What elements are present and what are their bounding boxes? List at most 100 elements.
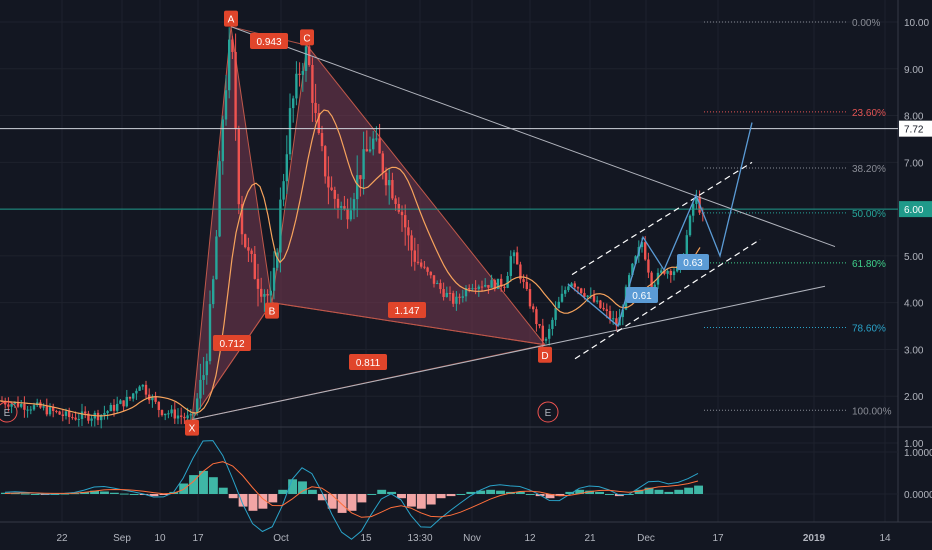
price-tag-1: 6.00 bbox=[904, 205, 924, 216]
macd-hist-bar bbox=[634, 489, 644, 494]
candle-body bbox=[87, 413, 90, 421]
macd-hist-bar bbox=[60, 493, 70, 495]
candle-body bbox=[196, 398, 199, 413]
macd-hist-bar bbox=[90, 490, 100, 494]
candle-body bbox=[464, 288, 468, 297]
candle-body bbox=[144, 384, 148, 395]
candle-body bbox=[503, 286, 506, 288]
candle-body bbox=[333, 189, 336, 199]
fib-label-4: 61.80% bbox=[852, 259, 886, 270]
point-label-b-box bbox=[265, 302, 279, 319]
candle-body bbox=[231, 39, 234, 52]
ratio-label-2: 1.147 bbox=[394, 306, 419, 317]
point-label-d-box bbox=[538, 346, 552, 363]
point-label-d: D bbox=[541, 351, 548, 362]
candle-body bbox=[506, 275, 509, 288]
candle-body bbox=[189, 414, 192, 416]
candle-body bbox=[372, 138, 375, 150]
candle-body bbox=[336, 198, 340, 208]
macd-hist-bar bbox=[347, 494, 357, 511]
candle-body bbox=[167, 413, 170, 415]
macd-hist-bar bbox=[20, 493, 30, 495]
macd-hist-bar bbox=[397, 494, 406, 499]
candle-body bbox=[484, 285, 487, 287]
candle-body bbox=[420, 262, 423, 267]
event-marker-0 bbox=[0, 401, 18, 423]
x-tick-5: 15 bbox=[360, 533, 372, 544]
x-tick-1: Sep bbox=[113, 533, 131, 544]
candle-body bbox=[180, 415, 183, 417]
ratio-label-2-box bbox=[388, 302, 426, 318]
candle-body bbox=[452, 293, 455, 304]
macd-hist-bar bbox=[268, 494, 278, 503]
candle-body bbox=[413, 250, 416, 262]
point-label-a: A bbox=[228, 15, 235, 26]
fib-label-3: 50.00% bbox=[852, 209, 886, 220]
candle-body bbox=[202, 375, 205, 380]
candle-body bbox=[288, 108, 292, 155]
macd-hist-bar bbox=[327, 494, 337, 509]
macd-hist-bar bbox=[525, 494, 535, 495]
candle-body bbox=[692, 203, 695, 216]
macd-hist-bar bbox=[288, 479, 298, 494]
candle-body bbox=[320, 133, 324, 147]
candle-body bbox=[349, 210, 352, 220]
price-tag-box-0 bbox=[899, 120, 932, 137]
candle-body bbox=[199, 379, 202, 399]
candle-body bbox=[468, 288, 471, 290]
candle-body bbox=[4, 401, 7, 405]
candle-body bbox=[432, 275, 436, 284]
candle-body bbox=[311, 65, 314, 103]
candle-body bbox=[80, 411, 84, 419]
candle-body bbox=[282, 181, 285, 200]
event-marker-text-0: E bbox=[4, 408, 11, 419]
macd-hist-bar bbox=[298, 481, 307, 494]
candle-body bbox=[429, 271, 432, 276]
candle-body bbox=[477, 286, 480, 290]
candle-body bbox=[352, 199, 356, 211]
candle-body bbox=[327, 176, 330, 188]
candle-body bbox=[173, 409, 176, 419]
candle-body bbox=[640, 242, 644, 248]
candle-body bbox=[672, 271, 676, 276]
candle-body bbox=[266, 293, 269, 296]
candle-body bbox=[573, 283, 576, 288]
fib-label-5: 78.60% bbox=[852, 323, 886, 334]
candle-body bbox=[455, 296, 458, 304]
macd-hist-bar bbox=[337, 494, 347, 513]
candle-body bbox=[634, 256, 637, 264]
signal-line bbox=[4, 461, 699, 518]
macd-hist-bar bbox=[515, 491, 525, 494]
candle-body bbox=[586, 295, 589, 297]
candle-body bbox=[45, 406, 48, 415]
macd-hist-bar bbox=[228, 494, 238, 499]
candle-body bbox=[272, 267, 276, 291]
candle-body bbox=[647, 259, 650, 273]
candle-body bbox=[228, 39, 231, 91]
candle-body bbox=[224, 90, 228, 120]
x-tick-2: 10 bbox=[154, 533, 166, 544]
candle-body bbox=[218, 161, 221, 237]
candle-body bbox=[400, 211, 404, 216]
candle-body bbox=[381, 153, 384, 173]
candle-body bbox=[260, 288, 263, 297]
candle-body bbox=[100, 414, 103, 421]
candlesticks bbox=[0, 27, 704, 429]
macd-hist-bar bbox=[585, 490, 595, 494]
candle-body bbox=[103, 412, 106, 415]
candle-body bbox=[375, 138, 378, 140]
candle-body bbox=[122, 400, 125, 407]
candle-body bbox=[295, 73, 298, 99]
x-tick-4: Oct bbox=[273, 533, 289, 544]
candle-body bbox=[138, 386, 141, 391]
candle-body bbox=[445, 292, 448, 297]
macd-hist-bar bbox=[684, 487, 694, 494]
candle-body bbox=[461, 296, 464, 298]
channel-lower bbox=[574, 239, 761, 360]
candle-body bbox=[71, 417, 74, 419]
candle-body bbox=[650, 272, 653, 288]
y-tick-7: 3.00 bbox=[904, 345, 924, 356]
candle-body bbox=[256, 278, 260, 289]
point-label-x: X bbox=[189, 424, 196, 435]
macd-hist-bar bbox=[317, 494, 327, 501]
